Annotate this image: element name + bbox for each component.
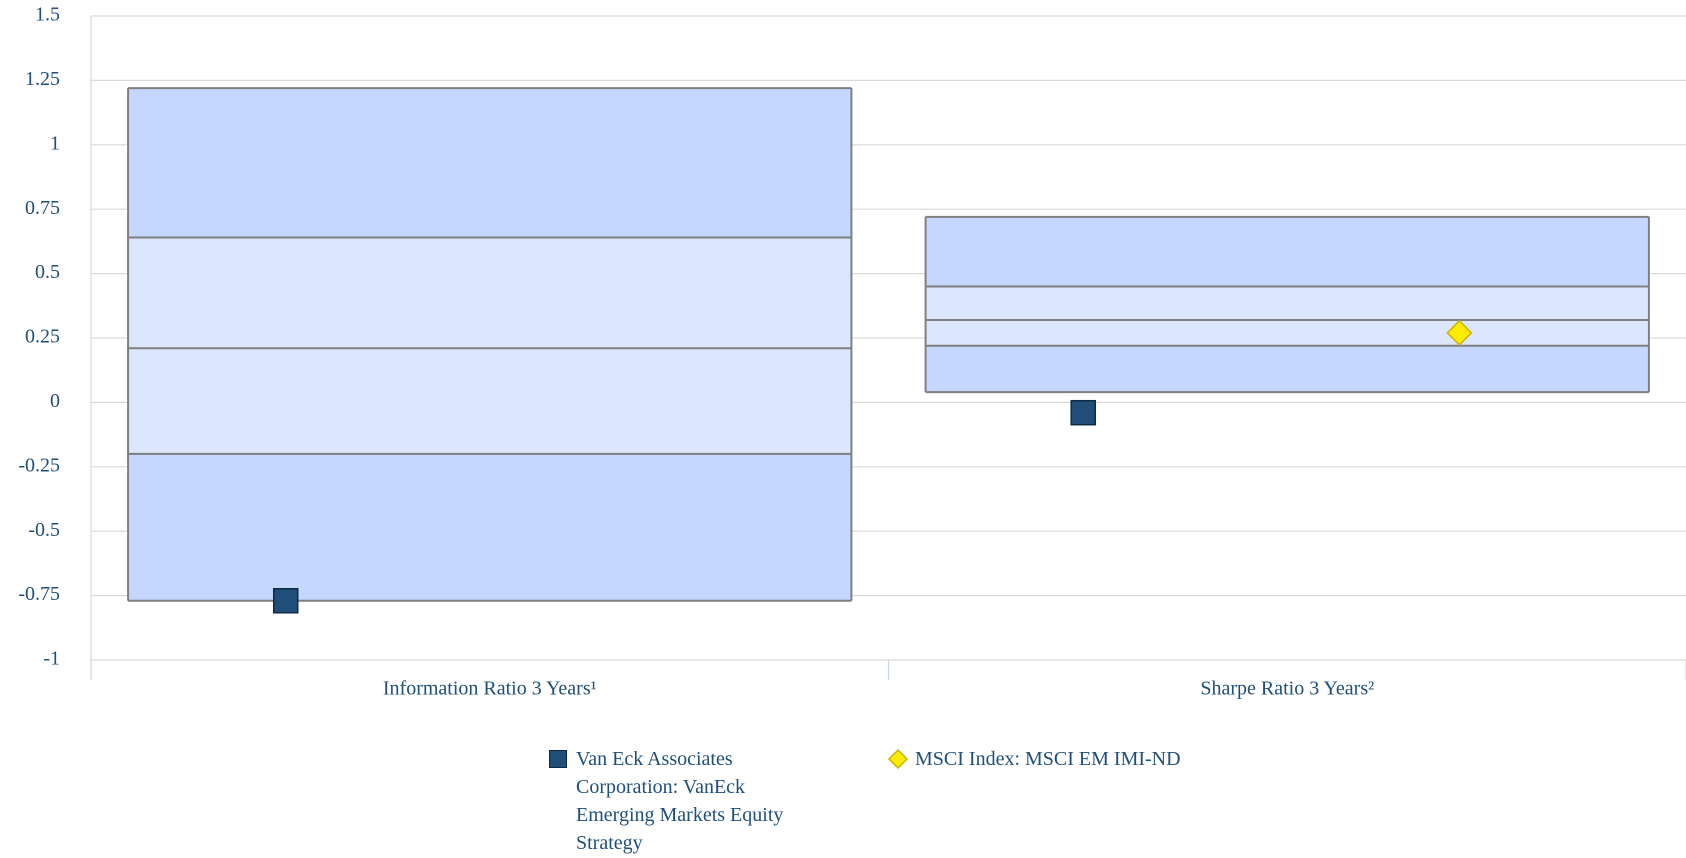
y-tick-label: 1.25 — [25, 68, 60, 90]
y-tick-label: 0.75 — [25, 197, 60, 219]
y-tick-label: -0.25 — [18, 454, 60, 476]
y-tick-label: 0 — [50, 390, 60, 412]
x-tick-label: Information Ratio 3 Years¹ — [383, 678, 597, 700]
y-tick-label: 0.25 — [25, 326, 60, 348]
range-band — [128, 453, 852, 601]
y-tick-label: 1.5 — [35, 4, 60, 26]
range-band — [925, 345, 1649, 393]
range-band — [128, 237, 852, 349]
range-band — [128, 88, 852, 238]
data-point — [1446, 319, 1473, 346]
x-tick-label: Sharpe Ratio 3 Years² — [1200, 678, 1374, 700]
y-tick-label: -0.75 — [18, 583, 60, 605]
range-band — [128, 348, 852, 454]
y-tick-label: 1 — [50, 132, 60, 154]
range-band — [925, 286, 1649, 320]
legend-label: Van Eck Associates Corporation: VanEck E… — [576, 748, 784, 854]
legend-swatch — [549, 750, 567, 768]
y-tick-label: -0.5 — [28, 519, 60, 541]
range-band — [925, 216, 1649, 287]
y-tick-label: -1 — [43, 648, 60, 670]
range-band — [925, 319, 1649, 346]
y-tick-label: 0.5 — [35, 261, 60, 283]
data-point — [1070, 399, 1096, 426]
data-point — [272, 588, 299, 614]
legend-label: MSCI Index: MSCI EM IMI-ND — [915, 748, 1181, 770]
